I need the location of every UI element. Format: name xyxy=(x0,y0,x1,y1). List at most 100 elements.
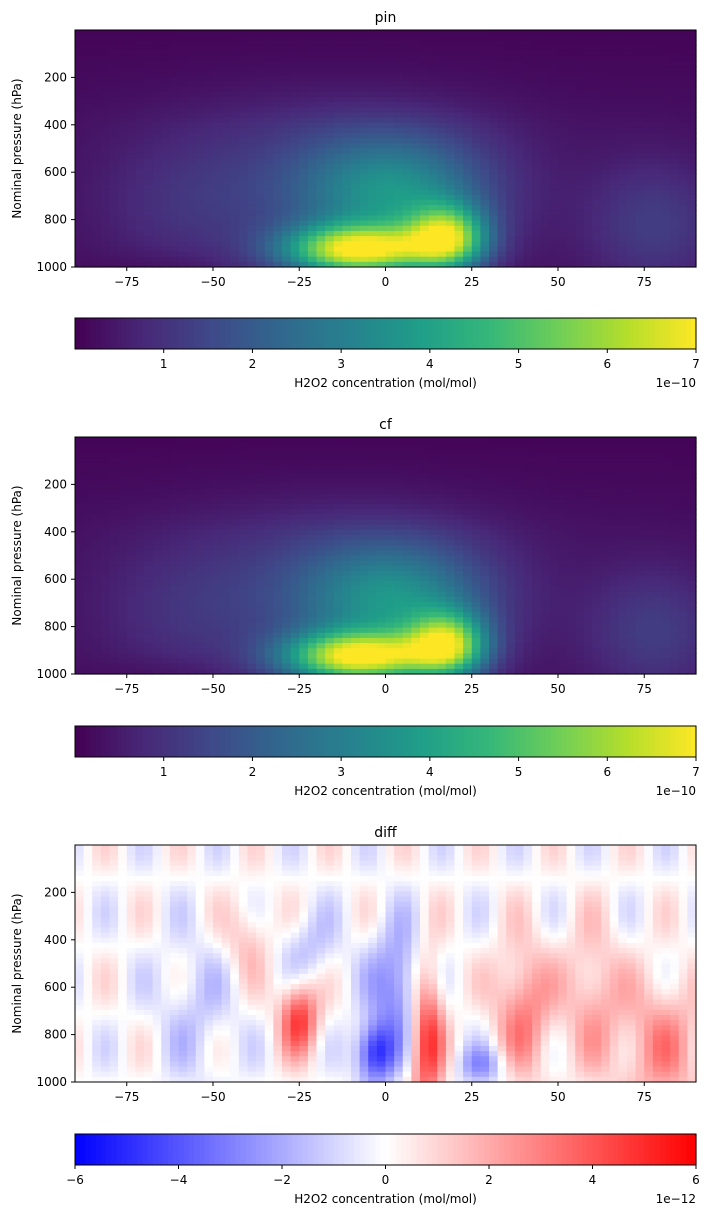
heatmap-cell xyxy=(75,627,85,634)
heatmap-cell xyxy=(290,627,300,634)
heatmap-cell xyxy=(661,256,671,263)
heatmap-cell xyxy=(402,148,412,155)
heatmap-cell xyxy=(428,261,438,268)
heatmap-cell xyxy=(256,612,266,618)
heatmap-cell xyxy=(463,174,473,181)
heatmap-cell xyxy=(351,581,361,588)
heatmap-cell xyxy=(83,138,93,144)
heatmap-cell xyxy=(290,205,300,211)
heatmap-cell xyxy=(437,246,447,253)
heatmap-cell xyxy=(480,102,490,108)
heatmap-cell xyxy=(351,467,361,474)
heatmap-cell xyxy=(678,112,688,119)
heatmap-cell xyxy=(247,153,257,160)
heatmap-cell xyxy=(394,133,404,139)
colorbar-segment xyxy=(338,318,345,349)
heatmap-cell xyxy=(75,488,85,495)
colorbar-segment xyxy=(137,318,143,349)
heatmap-cell xyxy=(583,241,594,247)
heatmap-cell xyxy=(454,174,464,181)
colorbar-segment xyxy=(240,318,247,349)
heatmap-cell xyxy=(609,210,619,217)
heatmap-cell xyxy=(152,163,162,170)
heatmap-cell xyxy=(100,622,111,629)
heatmap-cell xyxy=(333,483,343,490)
heatmap-cell xyxy=(204,35,214,41)
heatmap-cell xyxy=(100,138,111,144)
heatmap-cell xyxy=(394,122,404,129)
heatmap-cell xyxy=(385,50,395,57)
heatmap-cell xyxy=(221,138,231,144)
heatmap-cell xyxy=(118,117,128,124)
heatmap-cell xyxy=(144,457,154,464)
heatmap-cell xyxy=(471,230,481,237)
heatmap-cell xyxy=(161,261,171,268)
heatmap-cell xyxy=(75,581,85,588)
heatmap-cell xyxy=(152,45,162,52)
heatmap-cell xyxy=(394,45,404,52)
heatmap-cell xyxy=(109,117,119,124)
heatmap-cell xyxy=(256,143,266,150)
heatmap-cell xyxy=(230,60,240,67)
heatmap-cell xyxy=(385,117,395,124)
heatmap-cell xyxy=(256,35,266,41)
colorbar-scale-text: 1e−10 xyxy=(656,376,696,390)
heatmap-cell xyxy=(118,663,128,670)
heatmap-cell xyxy=(247,632,257,639)
heatmap-cell xyxy=(359,230,369,237)
heatmap-cell xyxy=(213,457,223,464)
heatmap-cell xyxy=(126,189,136,196)
heatmap-cell xyxy=(316,581,326,588)
heatmap-cell xyxy=(264,478,274,484)
heatmap-cell xyxy=(299,596,309,603)
heatmap-cell xyxy=(307,158,318,165)
heatmap-cell xyxy=(687,40,697,47)
heatmap-cell xyxy=(325,66,335,72)
heatmap-cell xyxy=(118,576,128,582)
heatmap-cell xyxy=(92,200,102,206)
heatmap-cell xyxy=(213,555,223,562)
heatmap-cell xyxy=(359,215,369,222)
heatmap-cell xyxy=(687,210,697,217)
heatmap-cell xyxy=(282,174,292,181)
heatmap-cell xyxy=(670,200,680,206)
heatmap-cell xyxy=(471,236,481,242)
heatmap-cell xyxy=(480,60,490,67)
heatmap-cell xyxy=(558,71,568,77)
colorbar-segment xyxy=(395,318,402,349)
heatmap-cell xyxy=(230,596,240,603)
heatmap-cell xyxy=(333,586,343,593)
heatmap-cell xyxy=(230,91,240,98)
heatmap-cell xyxy=(687,50,697,57)
heatmap-cell xyxy=(247,596,257,603)
heatmap-cell xyxy=(221,225,231,232)
heatmap-cell xyxy=(299,117,309,124)
heatmap-cell xyxy=(273,205,283,211)
heatmap-cell xyxy=(230,540,240,546)
heatmap-cell xyxy=(282,498,292,505)
heatmap-cell xyxy=(687,163,697,170)
heatmap-cell xyxy=(368,246,378,253)
heatmap-cell xyxy=(230,256,240,263)
colorbar-segment xyxy=(437,318,444,349)
heatmap-cell xyxy=(670,241,680,247)
heatmap-cell xyxy=(161,50,171,57)
heatmap-cell xyxy=(290,622,300,629)
colorbar-segment xyxy=(551,318,557,349)
heatmap-cell xyxy=(385,230,395,237)
heatmap-cell xyxy=(264,71,274,77)
heatmap-cell xyxy=(264,534,274,541)
heatmap-cell xyxy=(514,251,525,258)
heatmap-cell xyxy=(221,169,231,175)
heatmap-cell xyxy=(247,534,257,541)
heatmap-cell xyxy=(480,225,490,232)
heatmap-cell xyxy=(609,153,619,160)
heatmap-cell xyxy=(273,452,283,459)
heatmap-cell xyxy=(169,529,180,536)
heatmap-cell xyxy=(583,86,594,93)
heatmap-cell xyxy=(342,230,352,237)
heatmap-cell xyxy=(376,220,387,227)
heatmap-cell xyxy=(169,251,180,258)
heatmap-cell xyxy=(178,648,188,654)
heatmap-cell xyxy=(126,457,136,464)
